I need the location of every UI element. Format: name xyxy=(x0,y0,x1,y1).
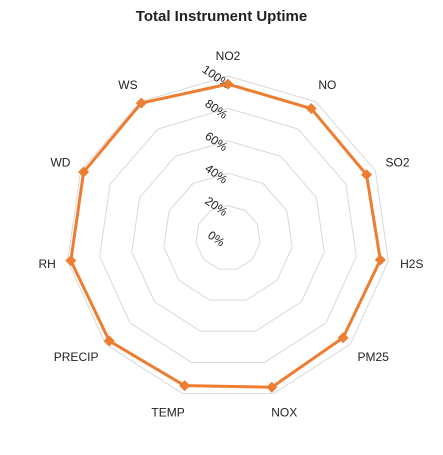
tick-label-0: 0% xyxy=(205,228,228,250)
tick-label-80: 80% xyxy=(202,96,230,121)
tick-label-40: 40% xyxy=(202,161,230,186)
category-label-rh: RH xyxy=(39,257,56,271)
grid-ring-40 xyxy=(163,172,293,301)
data-point-h2s xyxy=(374,254,386,266)
category-label-pm25: PM25 xyxy=(358,350,390,364)
grid-ring-80 xyxy=(99,107,357,363)
chart-title: Total Instrument Uptime xyxy=(135,8,308,25)
category-label-no: NO xyxy=(318,78,336,92)
data-point-pm25 xyxy=(337,332,349,344)
category-label-wd: WD xyxy=(50,155,70,169)
category-label-temp: TEMP xyxy=(151,406,184,420)
data-point-temp xyxy=(179,380,191,392)
grid-ring-100 xyxy=(67,75,389,394)
data-point-rh xyxy=(65,255,77,267)
category-label-h2s: H2S xyxy=(400,257,423,271)
data-point-no2 xyxy=(222,78,234,90)
category-label-nox: NOX xyxy=(271,406,297,420)
category-label-so2: SO2 xyxy=(386,155,410,169)
tick-label-60: 60% xyxy=(202,129,230,154)
category-label-ws: WS xyxy=(118,78,137,92)
series-layer xyxy=(65,78,386,393)
data-point-precip xyxy=(103,335,115,347)
grid-ring-60 xyxy=(131,140,325,332)
category-label-no2: NO2 xyxy=(216,49,241,63)
data-point-no xyxy=(305,103,317,115)
grid-layer xyxy=(67,75,389,394)
series-line xyxy=(69,82,382,389)
data-point-wd xyxy=(78,166,90,178)
data-point-ws xyxy=(135,97,147,109)
category-label-layer: NO2 NO SO2 H2S PM25 NOX TEMP PRECIP RH WD WS xyxy=(39,49,424,420)
grid-ring-20 xyxy=(195,205,261,270)
category-label-precip: PRECIP xyxy=(54,350,99,364)
data-point-so2 xyxy=(361,169,373,181)
data-point-nox xyxy=(266,381,278,393)
